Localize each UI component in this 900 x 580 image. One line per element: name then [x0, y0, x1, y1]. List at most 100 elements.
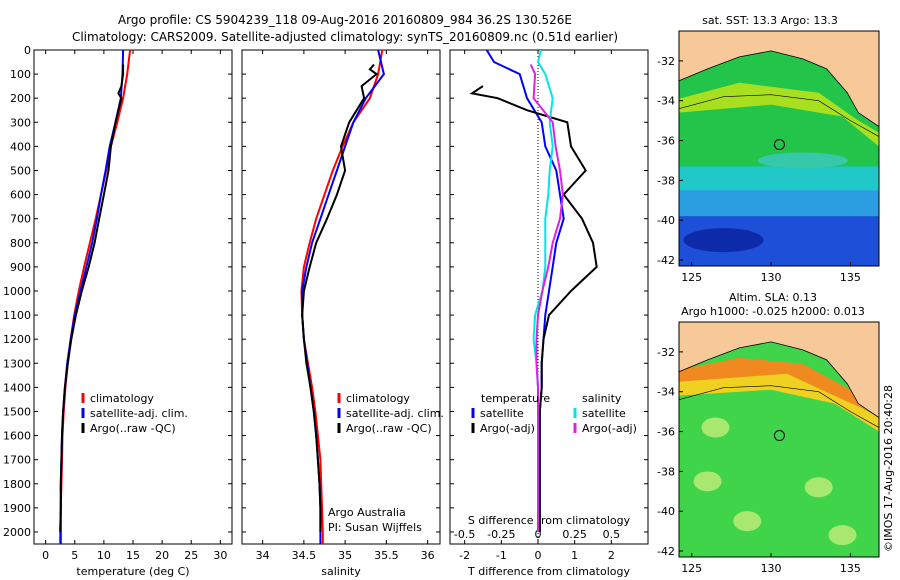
difference-s-title: S difference from climatology — [468, 514, 631, 527]
depth-tick-label: 1400 — [3, 381, 31, 394]
temperature-xtick-label: 30 — [213, 549, 227, 562]
temperature-legend-label: Argo(..raw -QC) — [90, 422, 176, 435]
sst-map-lat-label: -42 — [657, 254, 675, 267]
difference-s-legend-label: Argo(-adj) — [582, 422, 637, 435]
temperature-xtick-label: 15 — [126, 549, 140, 562]
difference-series-line — [529, 64, 564, 532]
sst-map-lat-label: -36 — [657, 135, 675, 148]
temperature-xtick-label: 10 — [97, 549, 111, 562]
difference-series-line — [469, 85, 598, 532]
depth-tick-label: 800 — [10, 237, 31, 250]
temperature-xlabel: temperature (deg C) — [76, 565, 189, 578]
depth-tick-label: 300 — [10, 116, 31, 129]
sst-map-sst-band — [757, 152, 848, 169]
figure-title-line2: Climatology: CARS2009. Satellite-adjuste… — [72, 30, 618, 44]
sst-map-frame — [678, 30, 880, 267]
imos-timestamp: ©IMOS 17-Aug-2016 20:40:28 — [882, 385, 895, 552]
sla-map-lon-label: 130 — [761, 562, 782, 575]
sla-map-lat-label: -42 — [657, 545, 675, 558]
sla-map-frame — [678, 321, 880, 558]
temperature-legend-label: climatology — [90, 392, 154, 405]
sst-map-lat-label: -40 — [657, 214, 675, 227]
depth-tick-label: 700 — [10, 213, 31, 226]
sla-map-sla-band — [679, 365, 879, 432]
salinity-xtick-label: 35.5 — [374, 549, 399, 562]
temperature-legend-label: satellite-adj. clim. — [90, 407, 188, 420]
difference-t-tick-label: 1 — [571, 549, 578, 562]
sst-map-lat-label: -34 — [657, 95, 675, 108]
sst-map-lon-label: 125 — [681, 271, 702, 284]
temperature-xtick-label: 0 — [42, 549, 49, 562]
salinity-series-line — [301, 49, 385, 544]
sst-map-lon-label: 130 — [761, 271, 782, 284]
salinity-xtick-label: 36 — [421, 549, 435, 562]
difference-t-legend-label: satellite — [480, 407, 524, 420]
salinity-xtick-label: 34.5 — [292, 549, 317, 562]
sla-map-float-marker — [773, 430, 785, 442]
sla-map-title-line2: Argo h1000: -0.025 h2000: 0.013 — [681, 305, 865, 318]
sla-map-lat-label: -32 — [657, 346, 675, 359]
pi-credit: PI: Susan Wijffels — [328, 521, 422, 534]
sst-map-lat-label: -32 — [657, 55, 675, 68]
difference-legend-title-temperature: temperature — [481, 392, 550, 405]
sst-map-lat-label: -38 — [657, 174, 675, 187]
depth-tick-label: 400 — [10, 140, 31, 153]
sst-map-title: sat. SST: 13.3 Argo: 13.3 — [702, 14, 838, 27]
depth-tick-label: 1100 — [3, 309, 31, 322]
temperature-series-line — [59, 49, 132, 544]
depth-tick-label: 1200 — [3, 333, 31, 346]
sst-map-sst-cold-patch — [683, 228, 764, 253]
sla-map-sla-patch — [733, 511, 762, 532]
salinity-panel-frame — [241, 49, 441, 545]
depth-tick-label: 100 — [10, 68, 31, 81]
sla-map-lat-label: -36 — [657, 426, 675, 439]
difference-s-tick-label: 0 — [535, 528, 542, 541]
depth-tick-label: 1300 — [3, 357, 31, 370]
sst-map-depth-contour — [678, 94, 880, 137]
sla-map-lat-label: -34 — [657, 386, 675, 399]
salinity-xtick-label: 34 — [256, 549, 270, 562]
sla-map-sla-patch — [701, 417, 730, 438]
sla-map-sla-patch — [828, 525, 857, 546]
sla-map-lat-label: -38 — [657, 465, 675, 478]
salinity-series-line — [301, 63, 379, 532]
temperature-xtick-label: 20 — [155, 549, 169, 562]
sla-map-sla-patch — [693, 471, 722, 492]
temperature-series-line — [59, 64, 125, 533]
depth-tick-label: 1800 — [3, 478, 31, 491]
depth-tick-label: 1900 — [3, 502, 31, 515]
sst-map-sst-warm-strip — [679, 82, 879, 147]
difference-s-tick-label: 0.25 — [562, 528, 587, 541]
depth-tick-label: 1600 — [3, 430, 31, 443]
depth-tick-label: 200 — [10, 92, 31, 105]
depth-tick-label: 500 — [10, 164, 31, 177]
difference-t-tick-label: 0 — [535, 549, 542, 562]
difference-t-legend-label: Argo(-adj) — [480, 422, 535, 435]
depth-tick-label: 1700 — [3, 454, 31, 467]
difference-s-legend-label: satellite — [582, 407, 626, 420]
salinity-xtick-label: 35 — [338, 549, 352, 562]
depth-tick-label: 900 — [10, 261, 31, 274]
salinity-series-line — [300, 49, 384, 544]
sla-map-sla-band — [679, 357, 879, 416]
difference-t-tick-label: 2 — [608, 549, 615, 562]
depth-tick-label: 2000 — [3, 526, 31, 539]
difference-s-tick-label: -0.25 — [487, 528, 515, 541]
temperature-panel-frame — [33, 49, 233, 545]
difference-s-tick-label: 0.5 — [603, 528, 621, 541]
figure-title-line1: Argo profile: CS 5904239_118 09-Aug-2016… — [118, 13, 572, 27]
difference-t-tick-label: -2 — [459, 549, 470, 562]
sla-map-lat-label: -40 — [657, 505, 675, 518]
sst-map-float-marker — [773, 139, 785, 151]
difference-s-tick-label: -0.5 — [454, 528, 475, 541]
sla-map-lon-label: 135 — [840, 562, 861, 575]
salinity-legend-label: satellite-adj. clim. — [346, 407, 444, 420]
sla-map-sla-patch — [804, 477, 833, 498]
temperature-xtick-label: 5 — [71, 549, 78, 562]
argo-australia-credit: Argo Australia — [328, 506, 406, 519]
depth-tick-label: 1500 — [3, 405, 31, 418]
depth-tick-label: 0 — [24, 44, 31, 57]
sst-map-lon-label: 135 — [840, 271, 861, 284]
temperature-series-line — [59, 49, 125, 544]
